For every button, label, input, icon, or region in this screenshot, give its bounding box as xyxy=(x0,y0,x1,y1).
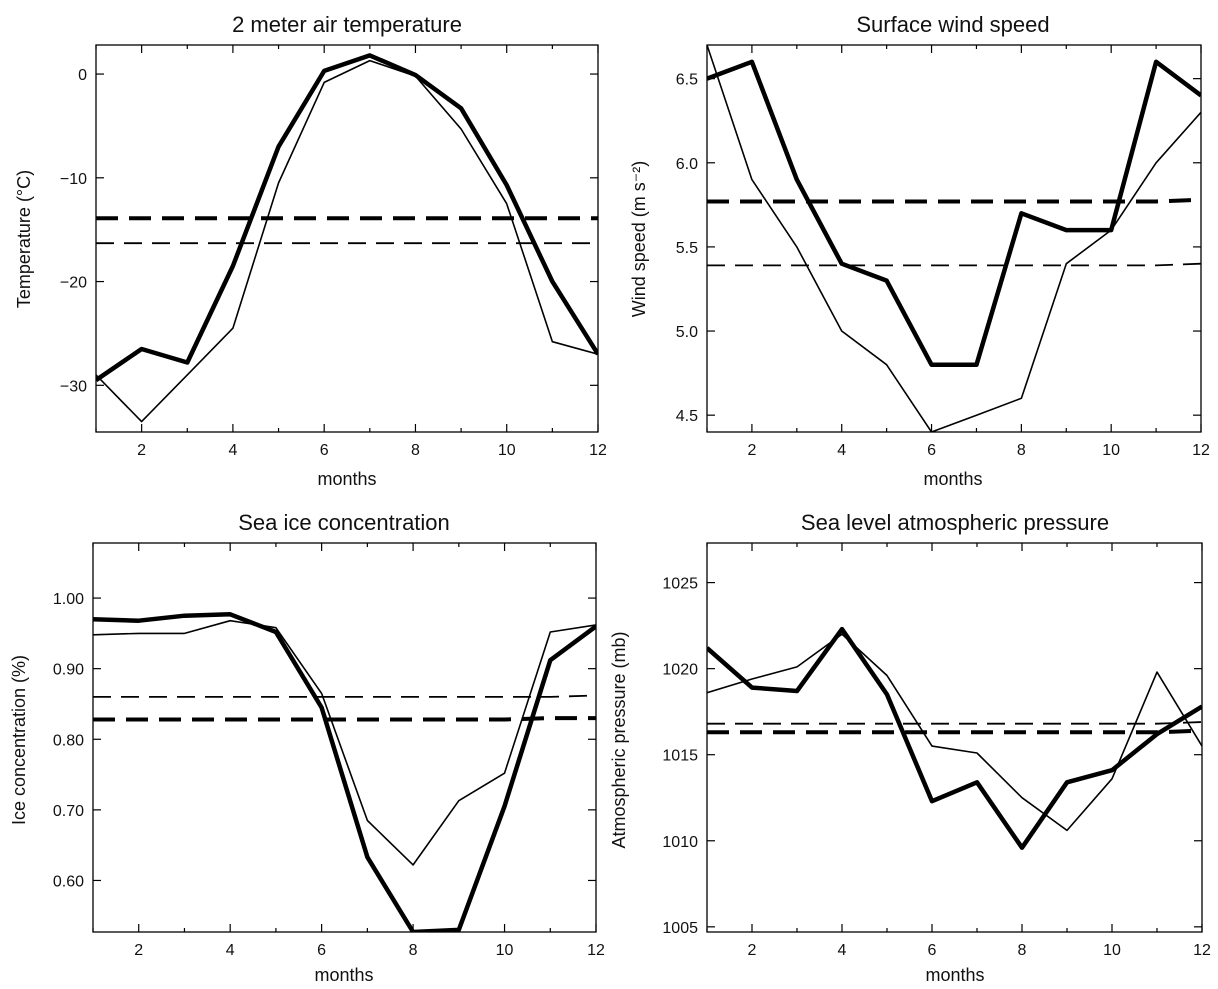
y-tick-label: 0.80 xyxy=(53,732,84,749)
series-line-thick-dashed xyxy=(707,197,1201,204)
x-tick-label: 12 xyxy=(1192,442,1210,459)
series-line-thin-solid xyxy=(96,59,598,423)
panel-title: Surface wind speed xyxy=(856,12,1049,37)
y-tick-label: 5.5 xyxy=(676,240,698,257)
x-tick-label: 4 xyxy=(838,942,847,959)
y-tick-label: 4.5 xyxy=(676,408,698,425)
y-tick-label: 1015 xyxy=(662,748,698,765)
panel-sea-ice: Sea ice concentration Ice concentration … xyxy=(9,510,605,985)
y-tick-label: 6.0 xyxy=(676,156,698,173)
series-line-thick-solid xyxy=(96,53,598,382)
plot-frame xyxy=(706,542,1203,933)
x-tick-label: 12 xyxy=(587,942,605,959)
x-tick-label: 4 xyxy=(228,442,237,459)
x-axis-label: months xyxy=(923,469,982,489)
series-group xyxy=(707,626,1202,850)
series-group xyxy=(96,53,598,423)
series-line-thick-solid xyxy=(707,626,1202,850)
series-line-thin-solid xyxy=(707,45,1201,432)
plot-area: 2 4 6 8 10 12 0 −10 −20 −30 xyxy=(60,44,607,459)
x-tick-label: 10 xyxy=(496,942,514,959)
panel-wind-speed: Surface wind speed Wind speed (m s⁻²) mo… xyxy=(629,12,1210,489)
y-axis-label: Temperature (°C) xyxy=(14,170,34,308)
plot-frame xyxy=(95,44,599,433)
series-line-thin-dashed xyxy=(93,694,596,698)
x-tick-label: 10 xyxy=(498,442,516,459)
plot-area: 2 4 6 8 10 12 4.5 5.0 5.5 6.0 6.5 xyxy=(676,44,1210,459)
x-tick-label: 4 xyxy=(226,942,235,959)
plot-area: 2 4 6 8 10 12 0.60 0.70 0.80 0.90 1.00 xyxy=(53,542,605,959)
y-axis-label: Ice concentration (%) xyxy=(9,655,29,825)
x-tick-label: 6 xyxy=(927,442,936,459)
panel-sea-level-pressure: Sea level atmospheric pressure Atmospher… xyxy=(609,510,1211,985)
x-tick-label: 12 xyxy=(1193,942,1211,959)
y-tick-label: 0 xyxy=(78,67,87,84)
panel-title: 2 meter air temperature xyxy=(232,12,462,37)
y-axis-label: Atmospheric pressure (mb) xyxy=(609,631,629,848)
series-line-thick-solid xyxy=(93,612,596,932)
x-tick-label: 8 xyxy=(409,942,418,959)
x-axis-label: months xyxy=(925,965,984,985)
x-tick-label: 8 xyxy=(1017,442,1026,459)
x-tick-label: 6 xyxy=(317,942,326,959)
x-tick-label: 2 xyxy=(134,942,143,959)
y-tick-label: 1025 xyxy=(662,576,698,593)
y-tick-label: 1.00 xyxy=(53,591,84,608)
y-tick-label: 0.90 xyxy=(53,662,84,679)
y-axis-label: Wind speed (m s⁻²) xyxy=(629,161,649,318)
x-tick-label: 4 xyxy=(837,442,846,459)
series-line-thin-dashed xyxy=(707,262,1201,267)
x-tick-label: 12 xyxy=(589,442,607,459)
series-group xyxy=(707,45,1201,432)
y-tick-label: 0.60 xyxy=(53,873,84,890)
y-tick-label: 1005 xyxy=(662,920,698,937)
series-line-thick-dashed xyxy=(93,716,596,722)
y-tick-label: 1010 xyxy=(662,834,698,851)
series-line-thin-dashed xyxy=(707,721,1202,725)
panel-air-temperature: 2 meter air temperature Temperature (°C)… xyxy=(14,12,607,489)
y-tick-label: 5.0 xyxy=(676,324,698,341)
x-tick-label: 8 xyxy=(411,442,420,459)
series-line-thick-solid xyxy=(707,59,1201,367)
x-tick-label: 8 xyxy=(1018,942,1027,959)
x-tick-label: 10 xyxy=(1103,942,1121,959)
series-group xyxy=(93,612,596,932)
y-tick-label: 0.70 xyxy=(53,803,84,820)
plot-frame xyxy=(706,44,1202,433)
series-line-thick-dashed xyxy=(707,728,1202,735)
panel-title: Sea ice concentration xyxy=(238,510,450,535)
panel-title: Sea level atmospheric pressure xyxy=(801,510,1109,535)
x-tick-label: 6 xyxy=(320,442,329,459)
x-axis-label: months xyxy=(317,469,376,489)
y-tick-label: −30 xyxy=(60,378,87,395)
plot-area: 2 4 6 8 10 12 1005 1010 1015 1020 1025 xyxy=(662,542,1211,959)
x-tick-label: 10 xyxy=(1102,442,1120,459)
x-tick-label: 2 xyxy=(748,942,757,959)
x-tick-label: 2 xyxy=(747,442,756,459)
series-line-thin-solid xyxy=(93,619,596,866)
y-tick-label: 6.5 xyxy=(676,72,698,89)
y-tick-label: −20 xyxy=(60,275,87,292)
x-axis-label: months xyxy=(314,965,373,985)
x-tick-label: 6 xyxy=(928,942,937,959)
y-tick-label: 1020 xyxy=(662,662,698,679)
x-tick-label: 2 xyxy=(137,442,146,459)
plot-frame xyxy=(92,542,597,933)
series-line-thin-solid xyxy=(707,633,1202,832)
y-tick-label: −10 xyxy=(60,171,87,188)
